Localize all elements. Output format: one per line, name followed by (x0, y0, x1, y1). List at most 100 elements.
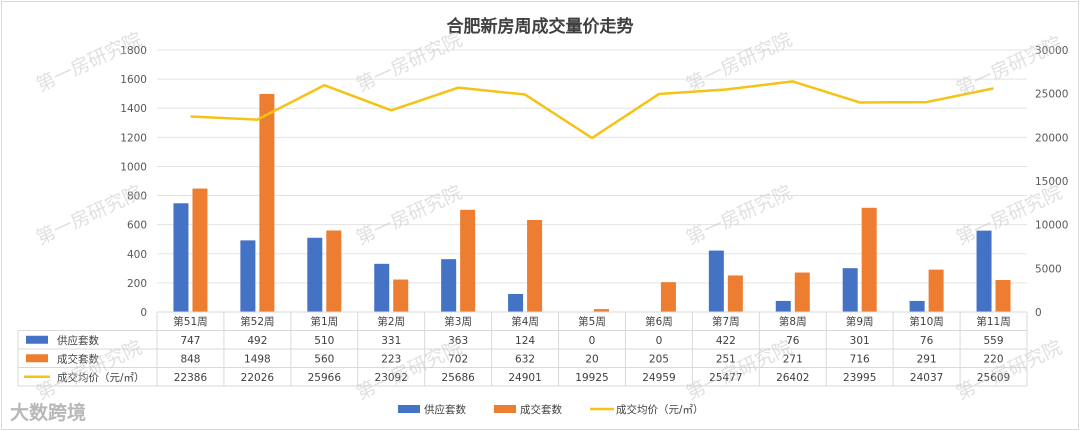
bar-supply (842, 268, 858, 312)
watermark-text: 第一房研究院 (353, 336, 466, 404)
table-value: 223 (381, 353, 401, 365)
x-tick-label: 第3周 (444, 315, 472, 328)
y-left-tick-label: 1600 (120, 74, 147, 86)
bar-deal (995, 279, 1011, 312)
table-value: 747 (180, 335, 200, 347)
y-right-tick-label: 0 (1035, 307, 1042, 319)
x-tick-label: 第2周 (377, 315, 405, 328)
price-line (190, 80, 994, 140)
table-value: 23092 (375, 372, 408, 384)
table-value: 848 (180, 353, 200, 365)
table-value: 291 (917, 353, 937, 365)
bar-supply (240, 240, 256, 312)
watermark-text: 第一房研究院 (353, 28, 466, 96)
y-left-tick-label: 0 (140, 307, 147, 319)
bar-supply (173, 203, 189, 312)
x-tick-label: 第8周 (779, 315, 807, 328)
table-value: 20 (585, 353, 598, 365)
bar-supply (708, 250, 724, 312)
x-tick-label: 第9周 (846, 315, 874, 328)
bar-supply (374, 263, 390, 312)
table-value: 25966 (308, 372, 342, 384)
table-value: 0 (589, 335, 596, 347)
bar-deal (660, 282, 676, 312)
y-left-tick-label: 800 (127, 191, 147, 203)
bar-supply (976, 230, 992, 312)
legend-label: 供应套数 (424, 403, 466, 416)
table-value: 560 (314, 353, 334, 365)
bar-supply (508, 293, 524, 312)
y-right-tick-label: 15000 (1035, 176, 1068, 188)
table-value: 25686 (441, 372, 475, 384)
table-series-name: 供应套数 (57, 334, 99, 347)
table-value: 251 (716, 353, 736, 365)
x-tick-label: 第52周 (240, 315, 274, 328)
table-value: 24901 (508, 372, 541, 384)
y-left-tick-label: 1400 (120, 103, 147, 115)
table-value: 702 (448, 353, 468, 365)
y-right-tick-label: 10000 (1035, 220, 1068, 232)
table-legend-key (26, 335, 48, 344)
table-value: 23995 (843, 372, 876, 384)
table-value: 22026 (241, 372, 275, 384)
table-value: 559 (984, 335, 1004, 347)
bar-deal (259, 93, 275, 312)
table-value: 492 (247, 335, 267, 347)
y-left-tick-label: 200 (127, 278, 147, 290)
x-tick-label: 第7周 (712, 315, 740, 328)
table-value: 22386 (174, 372, 208, 384)
table-value: 205 (649, 353, 669, 365)
y-left-tick-label: 400 (127, 249, 147, 261)
watermark-text: 第一房研究院 (683, 28, 796, 96)
table-legend-key (26, 354, 48, 363)
bar-deal (393, 279, 409, 312)
table-value: 220 (984, 353, 1004, 365)
table-value: 19925 (575, 372, 608, 384)
watermark-text: 第一房研究院 (33, 28, 146, 96)
table-value: 363 (448, 335, 468, 347)
x-tick-label: 第51周 (173, 315, 207, 328)
table-value: 301 (850, 335, 870, 347)
bar-deal (928, 269, 944, 312)
table-value: 25477 (709, 372, 742, 384)
x-tick-label: 第1周 (310, 315, 338, 328)
legend-label: 成交均价（元/㎡） (616, 403, 704, 416)
table-value: 632 (515, 353, 535, 365)
x-tick-label: 第5周 (578, 315, 606, 328)
x-tick-label: 第4周 (511, 315, 539, 328)
bar-deal (861, 207, 877, 312)
y-right-tick-label: 30000 (1035, 45, 1068, 57)
table-value: 24037 (910, 372, 943, 384)
watermark-text: 第一房研究院 (683, 181, 796, 249)
table-value: 1498 (244, 353, 271, 365)
bar-deal (460, 209, 476, 312)
table-value: 331 (381, 335, 401, 347)
table-value: 25609 (977, 372, 1010, 384)
table-value: 26402 (776, 372, 809, 384)
bar-supply (909, 300, 925, 312)
bar-supply (441, 259, 457, 312)
table-value: 124 (515, 335, 535, 347)
watermark-text: 第一房研究院 (953, 336, 1066, 404)
watermark-text: 第一房研究院 (33, 181, 146, 249)
table-value: 0 (656, 335, 663, 347)
bar-deal (794, 272, 810, 312)
bar-supply (307, 237, 323, 312)
chart-title: 合肥新房周成交量价走势 (446, 17, 634, 37)
y-left-tick-label: 1000 (120, 161, 147, 173)
y-left-tick-label: 1800 (120, 45, 147, 57)
table-value: 716 (850, 353, 870, 365)
table-value: 24959 (642, 372, 675, 384)
x-tick-label: 第10周 (909, 315, 943, 328)
table-value: 510 (314, 335, 334, 347)
legend-key (398, 405, 420, 413)
watermark-text: 第一房研究院 (683, 336, 796, 404)
watermark-text: 第一房研究院 (953, 181, 1066, 249)
table-value: 76 (786, 335, 800, 347)
y-right-tick-label: 20000 (1035, 132, 1068, 144)
bar-deal (594, 309, 609, 312)
bar-deal (727, 275, 743, 312)
table-series-name: 成交套数 (57, 352, 99, 365)
watermark-text: 第一房研究院 (353, 181, 466, 249)
